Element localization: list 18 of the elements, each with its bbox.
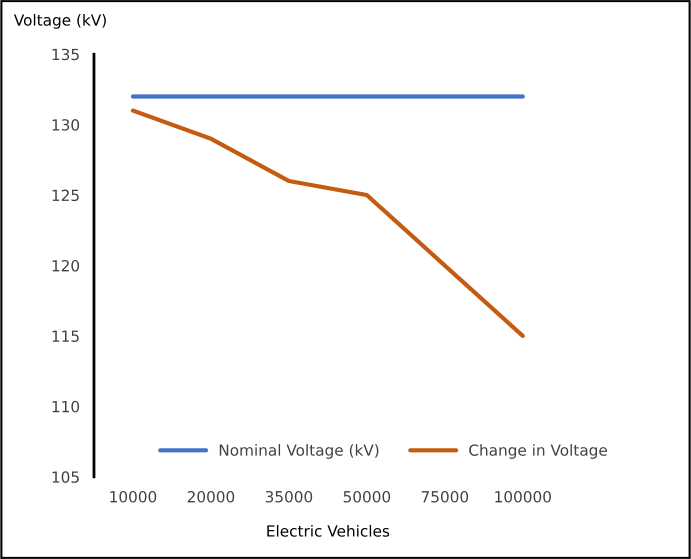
x-tick-label: 50000 bbox=[344, 490, 390, 503]
y-tick-label: 110 bbox=[52, 400, 80, 412]
x-tick-label: 20000 bbox=[188, 490, 234, 503]
line-series bbox=[130, 108, 525, 338]
x-axis-title: Electric Vehicles bbox=[267, 524, 390, 537]
legend-label: Change in Voltage bbox=[469, 444, 607, 459]
x-tick-label: 35000 bbox=[266, 490, 312, 503]
y-tick-label: 105 bbox=[52, 471, 79, 483]
x-tick-label: 100000 bbox=[495, 490, 551, 503]
legend-label: Nominal Voltage (kV) bbox=[220, 444, 378, 459]
x-tick-label: 10000 bbox=[110, 490, 156, 503]
y-tick-label: 125 bbox=[52, 190, 79, 202]
x-tick-label: 75000 bbox=[422, 490, 468, 503]
y-tick-label: 120 bbox=[52, 260, 80, 272]
y-axis-title: Voltage (kV) bbox=[14, 14, 106, 29]
y-tick-label: 115 bbox=[52, 330, 79, 342]
y-tick-label: 135 bbox=[52, 48, 79, 60]
y-tick-label: 130 bbox=[52, 119, 80, 131]
